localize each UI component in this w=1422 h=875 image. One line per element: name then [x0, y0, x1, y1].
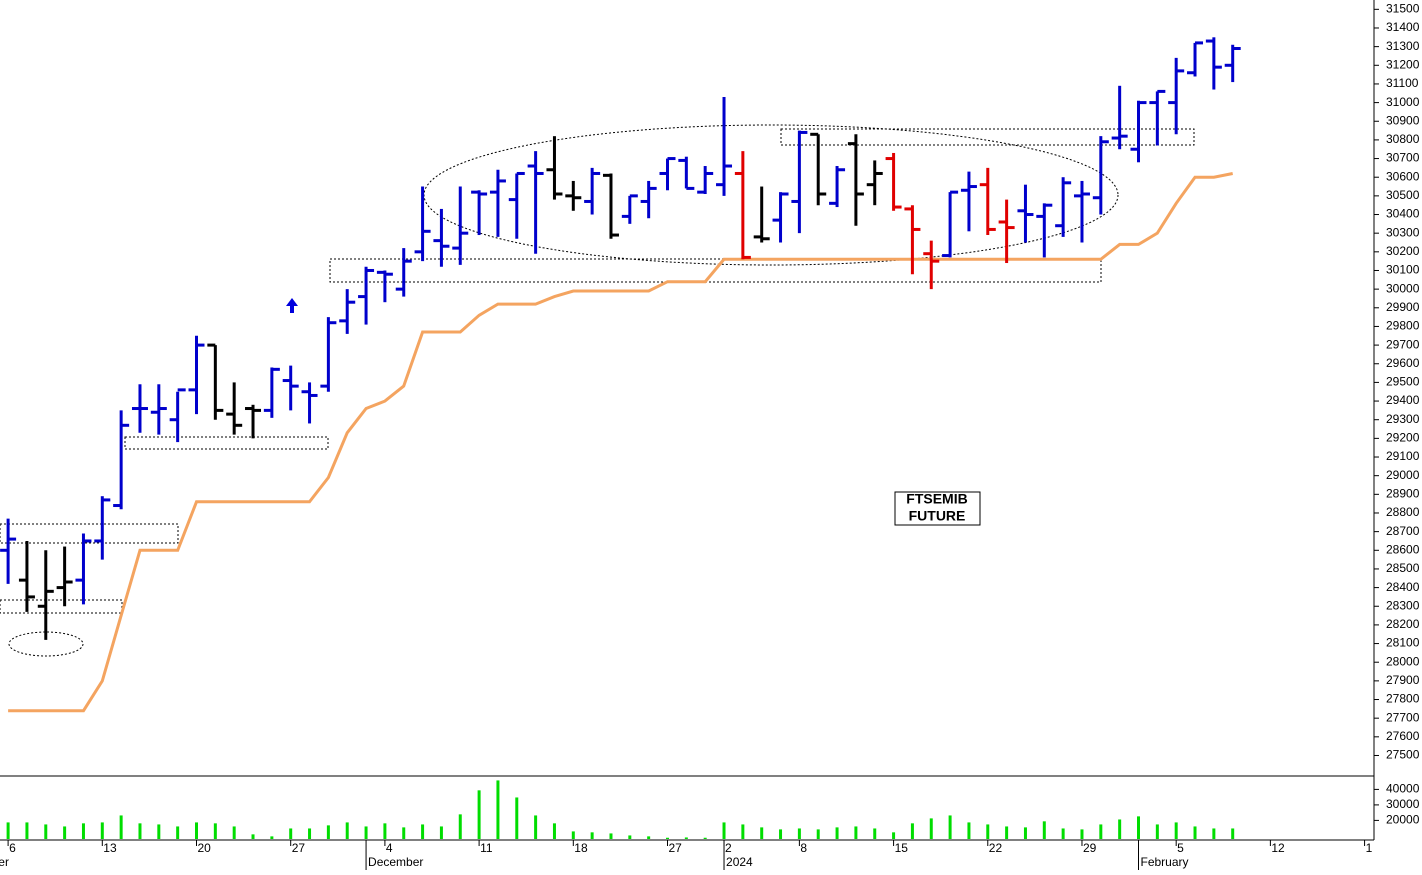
annotations: FTSEMIB FUTURE — [0, 124, 1195, 657]
y-tick-label: 29500 — [1386, 375, 1420, 389]
y-tick-label: 29200 — [1386, 431, 1420, 445]
range-box — [0, 599, 123, 614]
month-tick-label: February — [1141, 855, 1189, 869]
y-tick-label: 31500 — [1386, 1, 1420, 15]
month-tick-label: December — [368, 855, 423, 869]
x-tick-label: 22 — [989, 841, 1003, 855]
y-tick-label: 29800 — [1386, 319, 1420, 333]
range-box — [780, 128, 1195, 146]
x-tick-label: 27 — [292, 841, 306, 855]
volume-tick-label: 40000 — [1386, 782, 1420, 796]
x-tick-label: 27 — [669, 841, 683, 855]
x-tick-label: 18 — [574, 841, 588, 855]
range-box — [329, 258, 1102, 283]
y-tick-label: 31000 — [1386, 95, 1420, 109]
y-tick-label: 31400 — [1386, 20, 1420, 34]
x-tick-label: 4 — [386, 841, 393, 855]
y-tick-label: 30600 — [1386, 169, 1420, 183]
x-tick-label: 15 — [895, 841, 909, 855]
annotation: FTSEMIB — [906, 491, 967, 507]
y-tick-label: 27800 — [1386, 692, 1420, 706]
range-box — [124, 436, 329, 450]
y-tick-label: 27900 — [1386, 673, 1420, 687]
volume-tick-label: 20000 — [1386, 813, 1420, 827]
y-tick-label: 30100 — [1386, 263, 1420, 277]
arrow — [286, 298, 298, 313]
x-tick-label: 12 — [1271, 841, 1285, 855]
y-tick-label: 27600 — [1386, 729, 1420, 743]
label-box — [894, 491, 981, 526]
x-tick-label: 29 — [1083, 841, 1097, 855]
y-tick-label: 28300 — [1386, 598, 1420, 612]
volume-tick-label: 30000 — [1386, 797, 1420, 811]
month-tick-label: November — [0, 855, 9, 869]
y-tick-label: 30200 — [1386, 244, 1420, 258]
y-tick-label: 28400 — [1386, 580, 1420, 594]
y-tick-label: 28700 — [1386, 524, 1420, 538]
y-tick-label: 31300 — [1386, 39, 1420, 53]
y-tick-label: 28900 — [1386, 486, 1420, 500]
y-tick-label: 27700 — [1386, 710, 1420, 724]
y-tick-label: 29100 — [1386, 449, 1420, 463]
y-tick-label: 27500 — [1386, 748, 1420, 762]
y-tick-label: 28500 — [1386, 561, 1420, 575]
x-tick-label: 5 — [1177, 841, 1184, 855]
x-tick-label: 2 — [725, 841, 732, 855]
y-tick-label: 30800 — [1386, 132, 1420, 146]
x-tick-label: 20 — [198, 841, 212, 855]
range-box — [0, 523, 179, 544]
y-tick-label: 30700 — [1386, 151, 1420, 165]
stop-line — [8, 172, 1233, 713]
y-tick-label: 31100 — [1386, 76, 1419, 90]
annotation: FUTURE — [909, 508, 966, 524]
x-tick-label: 8 — [800, 841, 807, 855]
y-tick-label: 29700 — [1386, 337, 1420, 351]
y-tick-label: 29000 — [1386, 468, 1420, 482]
y-tick-label: 29400 — [1386, 393, 1420, 407]
y-tick-label: 30500 — [1386, 188, 1420, 202]
y-tick-label: 28000 — [1386, 654, 1420, 668]
y-tick-label: 29300 — [1386, 412, 1420, 426]
y-tick-label: 29600 — [1386, 356, 1420, 370]
y-tick-label: 29900 — [1386, 300, 1420, 314]
x-tick-label: 1 — [1366, 841, 1373, 855]
month-tick-label: 2024 — [726, 855, 753, 869]
y-tick-label: 30000 — [1386, 281, 1420, 295]
y-tick-label: 31200 — [1386, 57, 1420, 71]
y-tick-label: 30300 — [1386, 225, 1420, 239]
y-tick-label: 30900 — [1386, 113, 1420, 127]
y-tick-label: 28100 — [1386, 636, 1420, 650]
x-tick-label: 6 — [9, 841, 16, 855]
y-tick-label: 30400 — [1386, 207, 1420, 221]
y-tick-label: 28200 — [1386, 617, 1420, 631]
x-tick-label: 11 — [480, 841, 493, 855]
ellipse — [8, 631, 84, 657]
y-tick-label: 28600 — [1386, 542, 1420, 556]
x-tick-label: 13 — [103, 841, 117, 855]
y-tick-label: 28800 — [1386, 505, 1420, 519]
